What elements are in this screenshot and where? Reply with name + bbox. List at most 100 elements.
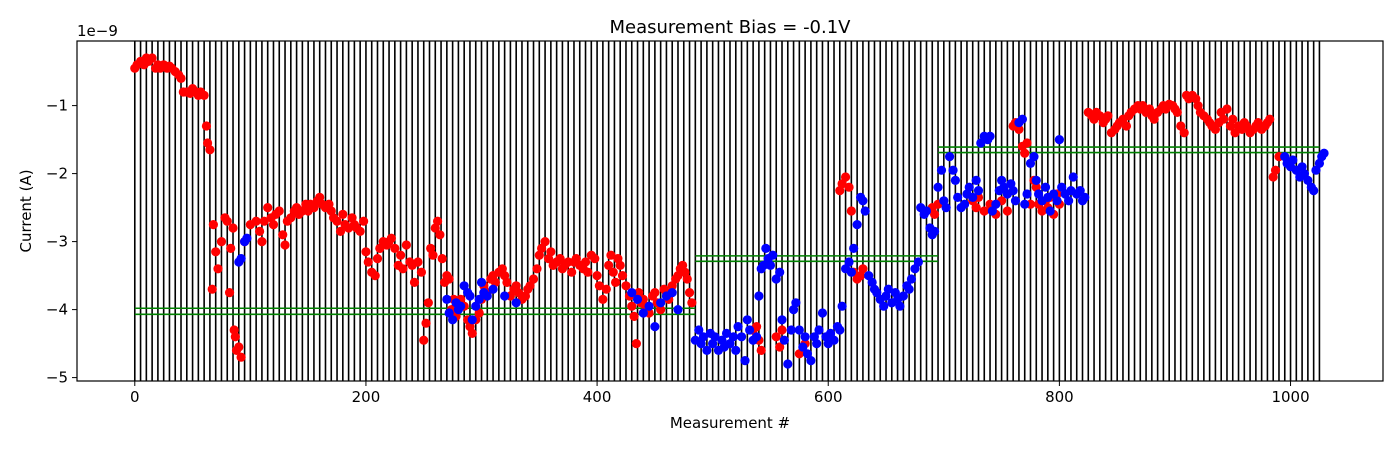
data-point [211,247,221,257]
data-point [459,281,469,291]
data-point [849,243,859,253]
data-point [251,216,261,226]
data-point [950,175,960,185]
data-point [682,274,692,284]
data-point [800,332,810,342]
data-point [255,226,265,236]
data-point [598,294,608,304]
data-point [644,301,654,311]
data-point [791,298,801,308]
data-point [751,322,762,332]
data-point [756,345,766,355]
data-point [580,257,591,267]
axes-frame [76,40,1384,382]
data-point [631,339,641,349]
data-point [229,325,239,335]
data-point [973,186,984,196]
data-point [1319,148,1329,158]
data-point [941,203,951,213]
data-point [401,240,411,250]
data-point [1022,189,1032,199]
data-point [398,264,408,274]
data-point [257,237,267,247]
data-point [835,325,845,335]
data-point [335,226,346,236]
data-point [1029,152,1039,162]
data-point [929,226,940,236]
data-point [601,284,611,294]
data-point [234,342,244,352]
data-point [802,349,813,359]
data-point [684,288,695,298]
data-point [742,315,752,325]
data-point [632,294,643,304]
x-tick-label: 400 [583,388,612,406]
data-point [1103,111,1113,121]
data-point [416,267,427,277]
data-point [413,257,423,267]
data-point [971,175,981,185]
data-point [528,274,539,284]
data-point [555,254,565,264]
data-point [1045,206,1055,216]
data-point [1149,114,1159,124]
data-point [594,281,605,291]
data-point [236,254,246,264]
data-point [860,206,870,216]
data-point [1176,121,1186,131]
data-point [1002,206,1012,216]
data-point [583,267,593,277]
data-point [537,243,547,253]
data-point [758,260,769,270]
data-point [771,274,781,284]
data-point [1068,172,1078,182]
data-point [858,196,868,206]
data-point [929,209,940,219]
data-point [673,305,683,315]
data-point [879,301,889,311]
data-point [936,165,947,175]
data-point [471,301,481,311]
data-point [567,267,577,277]
data-point [278,230,288,240]
data-point [814,325,824,335]
data-point [728,332,739,342]
data-point [147,53,157,63]
data-point [621,281,631,291]
data-point [465,291,475,301]
data-point [768,250,778,260]
data-point [858,264,868,274]
data-point [176,73,186,83]
data-point [721,328,732,338]
data-point [205,145,215,155]
data-point [500,291,510,301]
data-point [456,301,466,311]
data-point [634,288,644,298]
data-point [846,267,856,277]
data-point [725,339,735,349]
data-point [985,131,995,141]
data-point [754,291,764,301]
axis-ticks: 0 200 400 600 800 1000 −5 −4 −3 −2 −1 [46,97,1310,406]
data-point [968,192,978,202]
data-point [474,308,484,318]
data-point [736,332,747,342]
data-point [435,230,445,240]
data-point [740,356,750,366]
data-point [999,182,1009,192]
data-point [979,206,989,216]
data-point [775,342,785,352]
data-point [444,308,454,318]
data-point [390,243,400,253]
data-point [786,325,796,335]
data-point [779,335,789,345]
data-point [1288,155,1298,165]
data-point [638,308,648,318]
data-point [476,277,487,287]
data-point [409,277,420,287]
data-point [396,250,406,260]
data-point [944,152,955,162]
data-point [921,206,932,216]
data-point [525,281,535,291]
data-point [1230,128,1240,138]
